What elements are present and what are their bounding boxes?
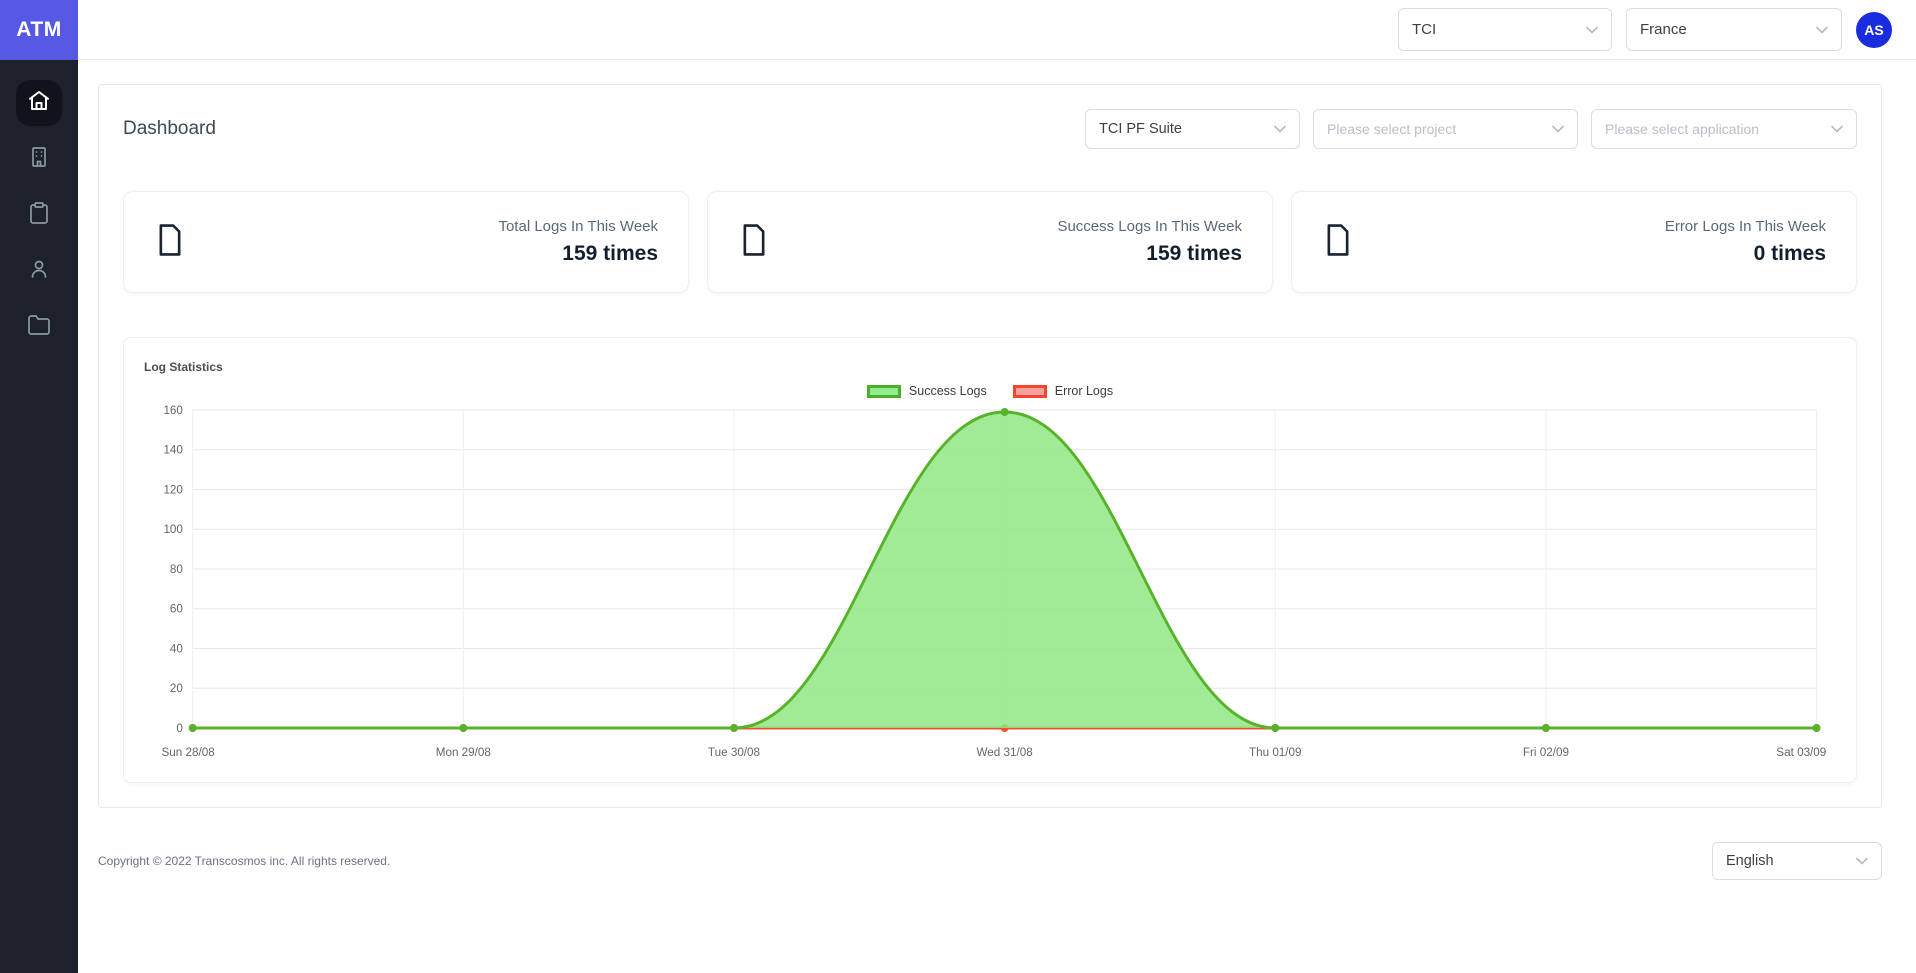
svg-text:100: 100 [163,522,183,536]
suite-select[interactable]: TCI PF Suite [1085,109,1300,149]
organization-select[interactable]: TCI [1398,8,1612,51]
sidebar-item-home[interactable] [16,80,62,126]
project-select[interactable]: Please select project [1313,109,1578,149]
legend-label: Success Logs [908,384,987,398]
svg-text:Mon 29/08: Mon 29/08 [436,745,492,759]
stat-card-value: 0 times [1753,242,1826,265]
stat-card-text: Total Logs In This Week 159 times [498,218,658,266]
user-icon [27,257,51,286]
legend-swatch [866,384,901,398]
legend-item-error-logs[interactable]: Error Logs [1012,384,1114,398]
filter-group: TCI PF Suite Please select project Pleas… [1085,109,1857,149]
document-icon [154,223,186,262]
country-select-value: France [1640,21,1687,38]
application-select[interactable]: Please select application [1591,109,1857,149]
chevron-down-icon [1552,125,1564,133]
country-select[interactable]: France [1626,8,1842,51]
chart-title: Log Statistics [144,360,223,374]
document-icon [738,223,770,262]
language-select[interactable]: English [1712,842,1882,880]
log-statistics-card: Log Statistics Success Logs Error Logs 0 2… [123,337,1857,783]
top-bar: TCI France AS [78,0,1916,60]
stat-card-text: Success Logs In This Week 159 times [1057,218,1242,266]
sidebar: ATM [0,0,78,973]
chevron-down-icon [1816,26,1828,34]
svg-text:140: 140 [163,443,183,457]
svg-text:80: 80 [170,562,183,576]
svg-text:Sun 28/08: Sun 28/08 [161,745,215,759]
svg-text:Wed 31/08: Wed 31/08 [976,745,1033,759]
chevron-down-icon [1856,857,1868,865]
svg-text:Fri 02/09: Fri 02/09 [1523,745,1569,759]
sidebar-nav [16,80,62,350]
app-logo: ATM [0,0,78,60]
footer: Copyright © 2022 Transcosmos inc. All ri… [98,842,1882,880]
stat-cards: Total Logs In This Week 159 times Succes… [123,191,1857,293]
chart-legend: Success Logs Error Logs [142,384,1838,398]
sidebar-item-organization[interactable] [16,136,62,182]
svg-text:20: 20 [170,681,183,695]
stat-card-title: Error Logs In This Week [1664,218,1826,235]
stat-card-value: 159 times [1146,242,1242,265]
stat-card-value: 159 times [562,242,658,265]
page-title: Dashboard [123,118,216,139]
sidebar-item-projects[interactable] [16,192,62,238]
sidebar-item-files[interactable] [16,304,62,350]
chevron-down-icon [1586,26,1598,34]
folder-icon [27,313,51,342]
sidebar-item-users[interactable] [16,248,62,294]
legend-swatch [1012,384,1047,398]
stat-card-success-logs: Success Logs In This Week 159 times [707,191,1273,293]
svg-text:160: 160 [163,403,183,417]
stat-card-text: Error Logs In This Week 0 times [1665,218,1826,266]
home-icon [27,89,51,118]
copyright-text: Copyright © 2022 Transcosmos inc. All ri… [98,854,391,868]
svg-text:0: 0 [176,721,183,735]
svg-text:Tue 30/08: Tue 30/08 [708,745,761,759]
svg-text:Thu 01/09: Thu 01/09 [1249,745,1302,759]
chevron-down-icon [1274,125,1286,133]
suite-select-value: TCI PF Suite [1099,121,1182,137]
svg-text:40: 40 [170,641,183,655]
document-icon [1322,223,1354,262]
main-area: TCI France AS Dashboard TCI PF Suite Ple… [78,0,1916,973]
application-select-placeholder: Please select application [1605,121,1760,137]
stat-card-total-logs: Total Logs In This Week 159 times [123,191,689,293]
chevron-down-icon [1831,125,1843,133]
stat-card-title: Total Logs In This Week [498,218,658,235]
legend-label: Error Logs [1054,384,1114,398]
building-icon [27,145,51,174]
organization-select-value: TCI [1412,21,1437,38]
language-select-value: English [1726,853,1774,869]
svg-text:Sat 03/09: Sat 03/09 [1776,745,1826,759]
panel-header: Dashboard TCI PF Suite Please select pro… [123,109,1857,149]
legend-item-success-logs[interactable]: Success Logs [866,384,987,398]
log-statistics-chart: 0 20 40 60 80 100 120 140 160 Sun 28/08 Mon 29/08 T… [161,403,1826,759]
dashboard-panel: Dashboard TCI PF Suite Please select pro… [98,84,1882,808]
svg-text:60: 60 [170,602,183,616]
stat-card-error-logs: Error Logs In This Week 0 times [1291,191,1857,293]
avatar[interactable]: AS [1856,11,1892,48]
stat-card-title: Success Logs In This Week [1057,218,1242,235]
clipboard-icon [27,201,51,230]
svg-text:120: 120 [163,482,183,496]
project-select-placeholder: Please select project [1327,121,1457,137]
